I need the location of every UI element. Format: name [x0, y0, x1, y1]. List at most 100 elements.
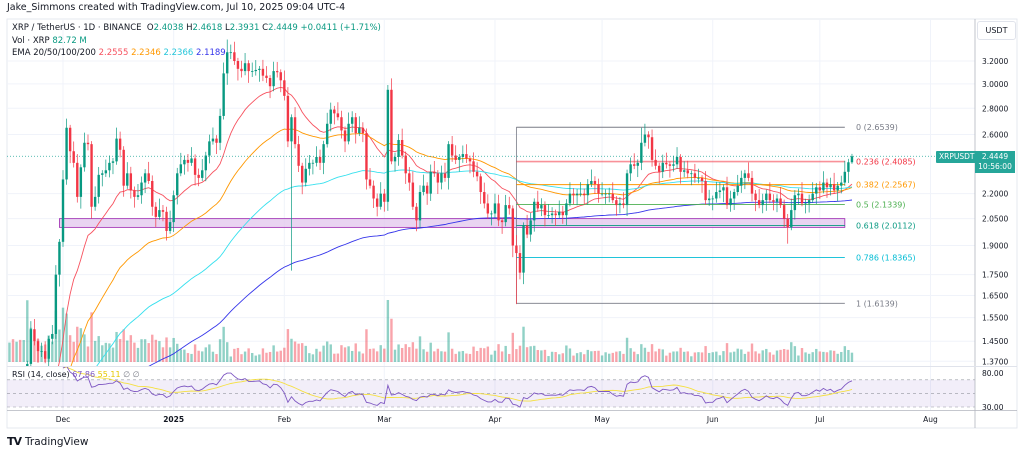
open-label: O	[146, 23, 154, 33]
candle-body	[333, 109, 336, 114]
volume-bar	[418, 336, 422, 362]
volume-bar	[579, 352, 582, 362]
volume-bar	[161, 347, 165, 362]
volume-bar	[657, 348, 661, 362]
candle-body	[782, 205, 786, 219]
volume-bar	[529, 346, 532, 362]
volume-bar	[836, 353, 839, 362]
candle-body	[468, 158, 472, 162]
time-tick-label: 2025	[163, 415, 184, 424]
candle-body	[750, 177, 754, 194]
candle-body	[533, 201, 536, 221]
volume-bar	[201, 351, 204, 362]
volume-bar	[386, 300, 390, 362]
tradingview-logo-icon: TV	[7, 435, 22, 448]
candle-body	[218, 115, 222, 143]
rsi-ma-line	[62, 367, 853, 402]
price-tick-label: 1.6500	[982, 291, 1008, 300]
candle-body	[429, 171, 432, 194]
ema-label[interactable]: EMA 20/50/100/200	[12, 48, 96, 58]
volume-bar	[829, 350, 832, 362]
volume-bar	[736, 348, 739, 362]
candle-body	[497, 203, 500, 221]
candle-body	[558, 211, 561, 216]
volume-bar	[547, 356, 550, 362]
volume-bar	[743, 353, 747, 362]
volume-bar	[422, 349, 425, 362]
currency-button[interactable]: USDT	[977, 21, 1016, 40]
volume-bar	[850, 352, 854, 362]
candle-body	[165, 211, 168, 231]
candle-body	[104, 170, 108, 174]
volume-bar	[218, 339, 222, 362]
rsi-label[interactable]: RSI (14, close)	[12, 370, 70, 379]
candle-body	[515, 245, 518, 254]
volume-bar	[147, 343, 150, 362]
volume-bar	[293, 341, 297, 362]
candle-body	[315, 156, 318, 163]
volume-bar	[711, 352, 714, 362]
volume-bar	[411, 342, 415, 362]
symbol-title[interactable]: XRP / TetherUS · 1D · BINANCE	[12, 23, 142, 33]
volume-bar	[586, 349, 589, 362]
candle-body	[26, 363, 29, 366]
volume-bar	[493, 350, 497, 362]
candle-body	[179, 164, 183, 174]
volume-bar	[675, 351, 679, 362]
volume-bar	[168, 347, 172, 362]
volume-bar	[390, 318, 393, 362]
candle-body	[133, 190, 136, 197]
candle-body	[754, 193, 757, 201]
candle-body	[600, 193, 604, 195]
volume-bar	[261, 348, 265, 362]
candle-body	[843, 171, 847, 183]
volume-bar	[404, 344, 407, 362]
volume-bar	[429, 342, 432, 362]
volume-bar	[818, 351, 822, 362]
candle-body	[343, 130, 347, 142]
candle-body	[183, 159, 186, 165]
candle-body	[400, 139, 404, 156]
candle-body	[797, 193, 800, 196]
volume-bar	[704, 346, 707, 362]
volume-label[interactable]: Vol · XRP	[12, 36, 50, 46]
candle-body	[54, 274, 58, 334]
candle-body	[93, 196, 97, 207]
candle-body	[379, 193, 382, 207]
time-tick-label: Apr	[488, 415, 502, 424]
candle-body	[561, 211, 564, 216]
change-value: +0.0411 (+1.71%)	[300, 23, 381, 33]
candle-body	[161, 210, 165, 212]
volume-bar	[629, 348, 632, 362]
volume-bar	[290, 338, 293, 362]
candle-body	[108, 162, 111, 171]
volume-bar	[65, 313, 68, 362]
fib-level-label: 1 (1.6139)	[856, 299, 898, 308]
volume-bar	[486, 346, 490, 362]
candle-body	[286, 95, 290, 142]
candle-body	[111, 161, 115, 163]
fibonacci-retracement[interactable]: 0 (2.6539) 0.236 (2.4085) 0.382 (2.2567) 0.…	[515, 123, 916, 308]
volume-bar	[272, 345, 275, 362]
volume-bar	[611, 352, 614, 362]
candle-body	[197, 174, 200, 178]
volume-bar	[251, 352, 254, 362]
volume-bar	[154, 339, 158, 362]
volume-bar	[765, 348, 768, 362]
candle-body	[575, 193, 579, 196]
rsi-tick-label: 30.00	[982, 403, 1004, 412]
volume-bar	[647, 351, 650, 362]
candle-body	[229, 52, 232, 54]
volume-bar	[193, 344, 197, 362]
volume-bar	[268, 351, 272, 362]
candle-body	[722, 187, 725, 191]
candle-body	[450, 144, 454, 156]
time-tick-label: Jul	[814, 415, 824, 424]
candle-body	[65, 127, 68, 180]
candle-body	[704, 180, 707, 201]
volume-bar	[333, 353, 336, 362]
candle-body	[643, 134, 647, 143]
candle-body	[615, 200, 618, 206]
candle-body	[251, 71, 254, 72]
